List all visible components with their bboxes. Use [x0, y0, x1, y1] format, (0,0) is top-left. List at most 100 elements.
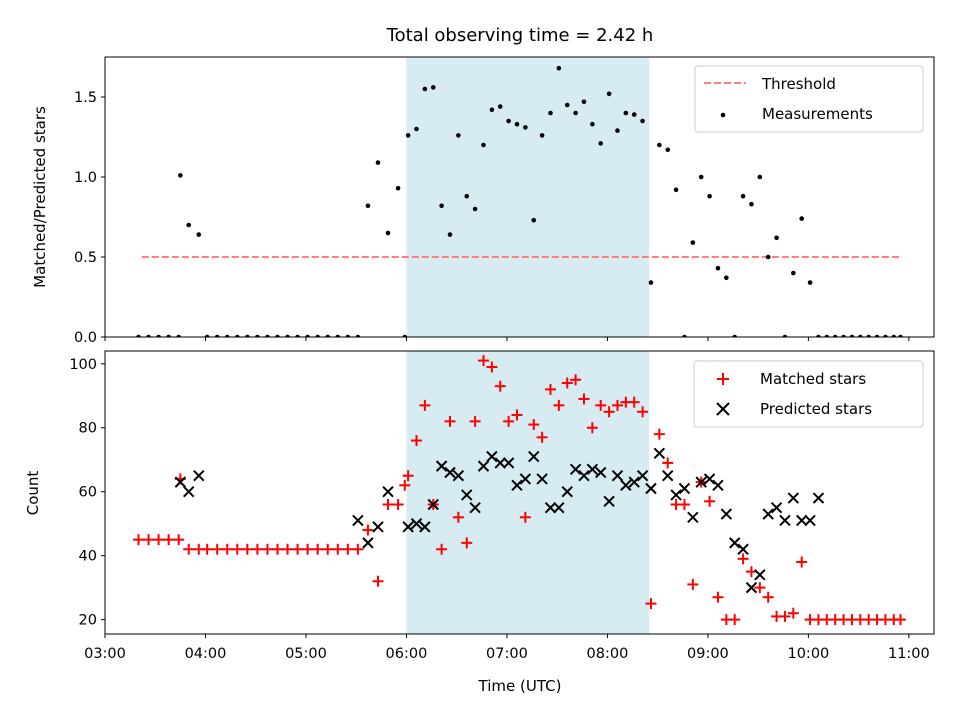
- measurement-point: [335, 334, 341, 337]
- matched-star-point: [628, 396, 640, 408]
- predicted-star-point: [544, 501, 557, 514]
- x-tick-label: 07:00: [486, 646, 528, 662]
- matched-star-point: [729, 614, 741, 626]
- matched-star-point: [419, 399, 431, 411]
- measurement-point: [204, 334, 210, 337]
- matched-star-point: [704, 495, 716, 507]
- predicted-star-point: [812, 492, 825, 504]
- bottom-panel-frame: [104, 350, 935, 635]
- predicted-star-point: [427, 498, 439, 511]
- matched-star-point: [362, 524, 374, 536]
- measurement-point: [414, 126, 419, 132]
- matched-star-point: [662, 457, 674, 469]
- measurement-point: [523, 125, 528, 130]
- matched-star-point: [762, 591, 774, 603]
- measurement-point: [464, 193, 470, 199]
- matched-star-point: [570, 374, 582, 386]
- measurement-point: [824, 334, 830, 337]
- matched-star-point: [779, 610, 791, 622]
- bottom-panel-highlight-span: [406, 351, 650, 634]
- measurement-point: [402, 334, 408, 337]
- matched-star-point: [352, 543, 364, 555]
- predicted-star-point: [561, 485, 573, 498]
- bottom-panel: 03:00 04:00 05:00 06:00 07:00 08:00 09:00 10:00…: [24, 350, 935, 695]
- matched-star-point: [503, 415, 515, 427]
- measurement-point: [439, 203, 444, 209]
- measurement-point: [606, 91, 612, 97]
- measurement-point: [807, 280, 813, 285]
- matched-star-point: [221, 543, 233, 555]
- measurement-point: [782, 334, 788, 337]
- measurement-point: [224, 334, 230, 337]
- x-axis-label: Time (UTC): [478, 677, 562, 695]
- measurement-point: [841, 334, 846, 337]
- matched-star-point: [173, 534, 185, 546]
- predicted-star-point: [670, 489, 682, 501]
- predicted-star-point: [569, 463, 582, 476]
- measurement-point: [849, 334, 855, 337]
- predicted-star-point: [754, 569, 766, 581]
- predicted-star-point: [620, 479, 632, 492]
- top-y-axis-label: Matched/Predicted stars: [31, 106, 49, 288]
- matched-star-point: [461, 537, 473, 549]
- y-tick-label: 0.0: [74, 330, 97, 346]
- matched-star-point: [392, 498, 404, 510]
- measurement-point: [481, 142, 486, 148]
- measurement-point: [305, 334, 310, 337]
- measurement-point: [385, 230, 391, 236]
- matched-star-point: [745, 566, 757, 578]
- y-tick-label: 60: [79, 485, 97, 501]
- measurement-point: [640, 118, 645, 124]
- measurement-point: [456, 133, 461, 138]
- measurement-point: [682, 334, 687, 337]
- matched-star-point: [402, 470, 414, 482]
- predicted-star-point: [586, 463, 599, 476]
- matched-star-point: [231, 543, 243, 555]
- measurement-point: [698, 174, 704, 180]
- measurement-point: [245, 334, 250, 337]
- measurement-point: [615, 128, 620, 133]
- measurement-point: [186, 222, 192, 228]
- matched-star-point: [271, 543, 283, 555]
- predicted-star-point: [452, 470, 465, 482]
- measurement-point: [765, 254, 771, 260]
- y-tick-label: 1.5: [74, 90, 97, 106]
- matched-star-point: [637, 406, 649, 418]
- predicted-star-point: [695, 476, 707, 488]
- matched-star-point: [586, 422, 598, 434]
- matched-star-point: [712, 591, 724, 603]
- predicted-star-point: [419, 521, 431, 533]
- top-panel-highlight-span: [406, 57, 650, 337]
- measurement-point: [874, 334, 880, 337]
- matched-star-point: [201, 543, 213, 555]
- matched-star-point: [382, 498, 394, 510]
- predicted-star-point: [578, 470, 590, 482]
- predicted-star-point: [795, 514, 808, 527]
- measurement-point: [690, 240, 696, 245]
- measurement-point: [472, 206, 478, 212]
- matched-star-point: [678, 498, 690, 510]
- measurement-point: [447, 232, 453, 237]
- measurement-point: [898, 334, 903, 337]
- predicted-star-point: [372, 521, 384, 533]
- matched-star-point: [183, 543, 195, 555]
- matched-star-point: [143, 534, 155, 546]
- y-tick-label: 20: [79, 613, 97, 629]
- predicted-star-point: [762, 508, 774, 520]
- matched-star-point: [796, 556, 808, 568]
- predicted-star-point: [770, 501, 783, 514]
- predicted-star-point: [678, 482, 691, 495]
- predicted-star-point: [174, 476, 187, 488]
- measurement-point: [631, 112, 637, 117]
- matched-star-point: [595, 399, 607, 411]
- measurement-point: [405, 133, 411, 138]
- matched-star-point: [342, 543, 354, 555]
- measurement-point: [623, 110, 629, 116]
- predicted-star-point: [687, 511, 699, 523]
- legend-predicted-swatch: [716, 402, 730, 416]
- predicted-star-point: [536, 473, 548, 485]
- predicted-star-point: [720, 508, 733, 520]
- matched-star-point: [528, 419, 540, 431]
- matched-star-point: [787, 607, 799, 619]
- measurement-point: [514, 121, 520, 127]
